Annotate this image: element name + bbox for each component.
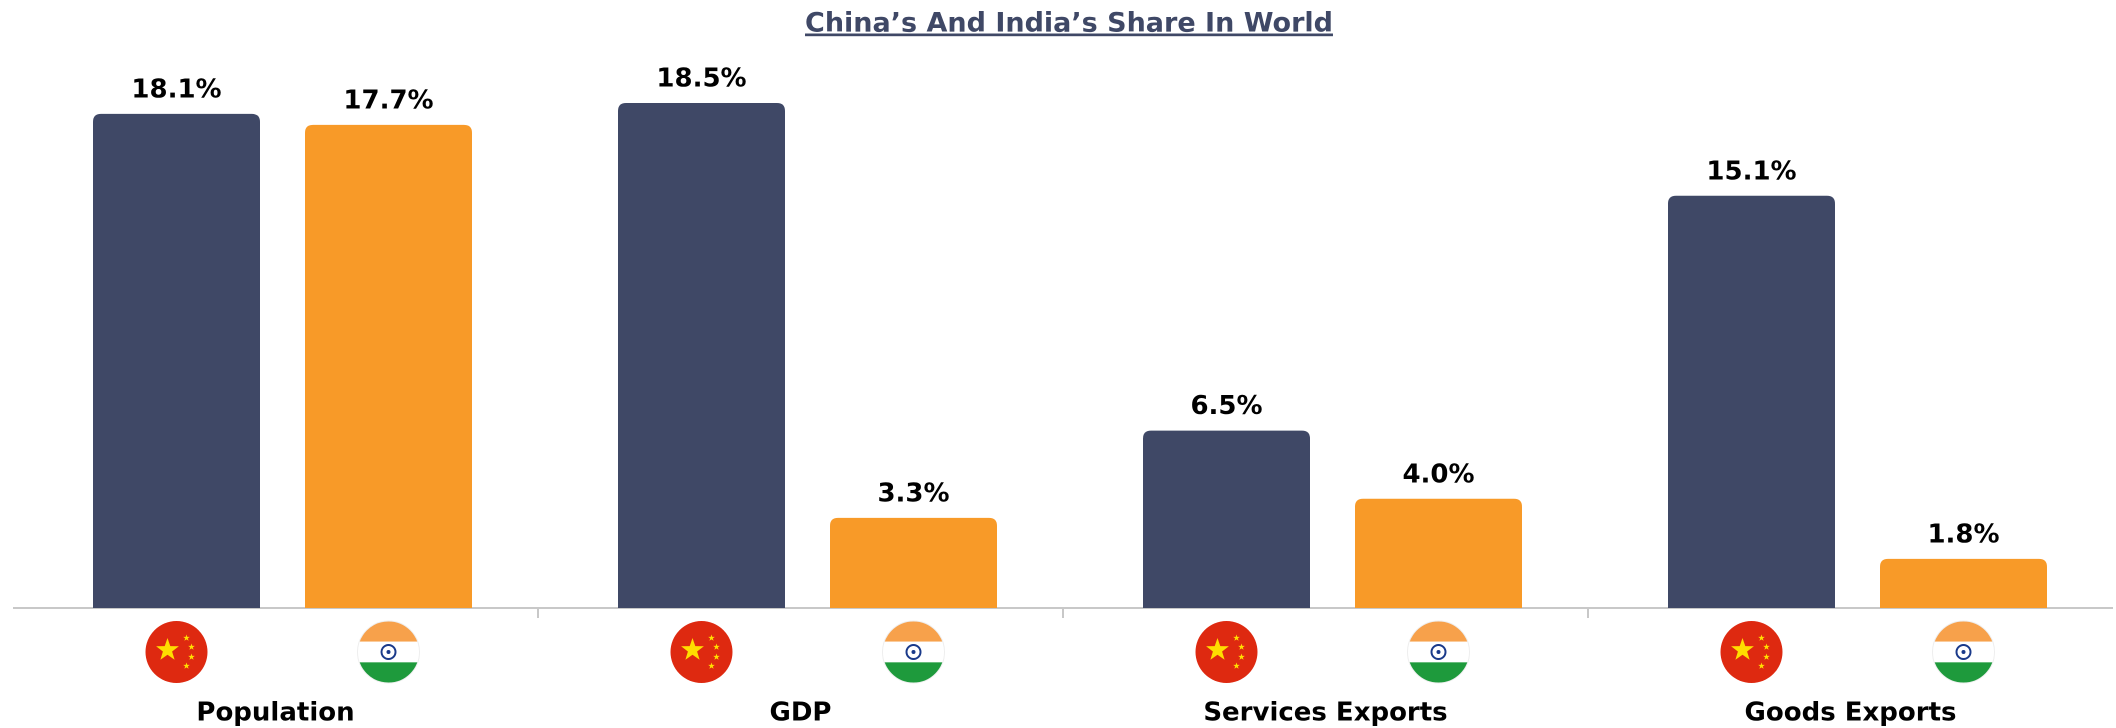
- flag-band: [882, 662, 945, 683]
- flag-bg: [1195, 621, 1258, 683]
- flag-bg: [1720, 621, 1783, 683]
- china-flag: [145, 621, 208, 683]
- value-label: 18.5%: [656, 64, 746, 94]
- flag-star: [681, 638, 704, 660]
- flag-band: [882, 621, 945, 642]
- india-flag: [1407, 620, 1470, 684]
- china-flag: [670, 621, 733, 683]
- flag-chakra: [380, 644, 397, 660]
- flag-star: [1758, 662, 1765, 669]
- india-flag: [882, 620, 945, 684]
- category-label: Goods Exports: [1745, 698, 1957, 728]
- flag-band: [1407, 621, 1470, 642]
- flag-star: [1731, 638, 1754, 660]
- flag-star: [188, 653, 195, 660]
- bar: [1668, 195, 1835, 609]
- bar: [1355, 498, 1522, 608]
- flag-bg: [670, 621, 733, 683]
- value-label: 15.1%: [1706, 156, 1796, 186]
- flag-star: [708, 662, 715, 669]
- flag-star: [188, 643, 195, 650]
- flag-edge: [1407, 620, 1470, 684]
- flag-star: [713, 643, 720, 650]
- flag-star: [1758, 634, 1765, 641]
- flag-star: [1233, 662, 1240, 669]
- flag-chakra: [905, 644, 922, 660]
- bar: [1880, 558, 2047, 608]
- flag-star: [713, 653, 720, 660]
- flag-band: [1407, 662, 1470, 683]
- india-flag: [357, 620, 420, 684]
- india-flag: [1932, 620, 1995, 684]
- flag-star: [1763, 653, 1770, 660]
- bar: [830, 517, 997, 608]
- china-flag: [1195, 621, 1258, 683]
- value-label: 18.1%: [131, 74, 221, 104]
- flag-star: [1763, 643, 1770, 650]
- chart-title: China’s And India’s Share In World: [805, 8, 1333, 39]
- bar: [305, 124, 472, 609]
- flag-bg: [145, 621, 208, 683]
- flag-star: [183, 662, 190, 669]
- flag-star: [708, 634, 715, 641]
- flag-star: [183, 634, 190, 641]
- value-label: 6.5%: [1190, 391, 1262, 421]
- value-label: 3.3%: [877, 478, 949, 508]
- flag-chakra-hub: [1961, 650, 1966, 654]
- value-label: 17.7%: [343, 85, 433, 115]
- category-label: GDP: [770, 698, 832, 728]
- flag-band: [1932, 621, 1995, 642]
- value-label: 4.0%: [1402, 459, 1474, 489]
- flag-chakra-hub: [386, 650, 391, 654]
- flag-chakra-hub: [911, 650, 916, 654]
- bar: [93, 113, 260, 609]
- flag-band: [357, 662, 420, 683]
- value-label: 1.8%: [1927, 519, 1999, 549]
- flag-star: [1233, 634, 1240, 641]
- flag-band: [357, 621, 420, 642]
- china-flag: [1720, 621, 1783, 683]
- flag-chakra: [1955, 644, 1972, 660]
- flag-band: [1932, 662, 1995, 683]
- flag-edge: [1932, 620, 1995, 684]
- flag-star: [1206, 638, 1229, 660]
- bar: [618, 103, 785, 608]
- flag-star: [1238, 643, 1245, 650]
- flag-star: [1238, 653, 1245, 660]
- category-label: Population: [196, 698, 354, 728]
- flag-edge: [882, 620, 945, 684]
- flag-body: [1932, 621, 1995, 683]
- bar: [1143, 430, 1310, 608]
- flag-edge: [357, 620, 420, 684]
- category-label: Services Exports: [1203, 698, 1447, 728]
- flag-star: [156, 638, 179, 660]
- flag-chakra-hub: [1436, 650, 1441, 654]
- flag-chakra: [1430, 644, 1447, 660]
